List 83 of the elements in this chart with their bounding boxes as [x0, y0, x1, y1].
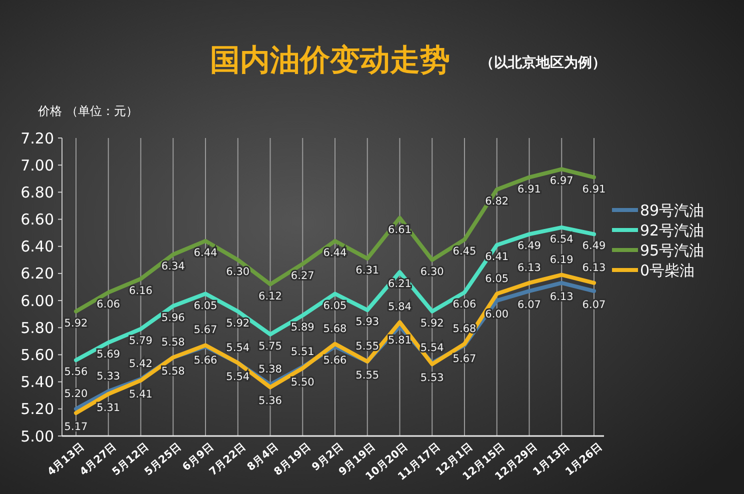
- data-label: 6.16: [129, 284, 153, 297]
- data-label: 5.89: [290, 321, 314, 334]
- y-tick-label: 6.40: [20, 238, 54, 256]
- data-label: 6.97: [550, 175, 574, 188]
- data-label: 6.45: [452, 246, 476, 258]
- data-label: 5.20: [64, 388, 88, 400]
- data-label: 5.58: [161, 365, 185, 378]
- data-label: 5.41: [129, 388, 152, 400]
- data-label: 5.96: [161, 312, 186, 324]
- data-label: 5.66: [194, 354, 218, 367]
- data-label: 5.79: [129, 334, 152, 347]
- data-label: 6.07: [518, 299, 541, 312]
- data-label: 5.67: [452, 353, 476, 366]
- data-label: 6.44: [194, 246, 218, 259]
- data-label: 6.49: [518, 240, 541, 252]
- data-label: 5.36: [258, 395, 282, 408]
- chart-title: 国内油价变动走势: [210, 43, 450, 78]
- data-label: 6.06: [452, 298, 477, 310]
- data-label: 5.33: [96, 370, 120, 382]
- y-tick-label: 7.00: [20, 156, 54, 174]
- data-label: 5.92: [64, 317, 88, 330]
- data-label: 6.13: [518, 262, 541, 274]
- data-label: 5.55: [356, 340, 380, 352]
- data-label: 6.44: [323, 246, 348, 259]
- data-label: 5.53: [420, 372, 444, 384]
- data-label: 5.54: [226, 370, 250, 383]
- data-label: 5.56: [64, 366, 88, 378]
- y-tick-label: 6.60: [20, 210, 54, 229]
- data-label: 5.58: [161, 336, 185, 348]
- y-tick-label: 5.40: [20, 373, 54, 392]
- data-label: 6.34: [161, 260, 186, 272]
- legend-label: 95号汽油: [640, 241, 704, 260]
- data-label: 6.91: [582, 183, 606, 196]
- data-label: 6.31: [356, 264, 380, 277]
- data-label: 5.75: [258, 340, 282, 352]
- y-tick-label: 5.20: [20, 400, 54, 418]
- data-label: 6.06: [96, 298, 120, 310]
- legend-label: 0号柴油: [640, 261, 695, 280]
- data-label: 5.92: [420, 317, 444, 330]
- data-label: 6.13: [582, 262, 606, 274]
- legend-label: 89号汽油: [640, 201, 704, 220]
- data-label: 5.92: [226, 317, 250, 330]
- data-label: 6.30: [420, 266, 444, 278]
- y-tick-label: 7.20: [20, 129, 54, 148]
- y-axis-title: 价格 （单位：元）: [37, 104, 138, 118]
- data-label: 5.81: [388, 334, 412, 346]
- y-tick-label: 5.60: [20, 346, 54, 364]
- y-tick-label: 5.00: [20, 427, 54, 446]
- data-label: 6.05: [323, 300, 347, 312]
- data-label: 5.31: [96, 402, 120, 414]
- data-label: 5.54: [226, 342, 250, 354]
- data-label: 6.13: [550, 290, 574, 303]
- y-tick-label: 6.00: [20, 292, 54, 310]
- data-label: 5.51: [290, 346, 314, 358]
- data-label: 6.54: [550, 233, 574, 246]
- y-tick-label: 5.80: [20, 318, 54, 337]
- y-tick-label: 6.20: [20, 264, 54, 283]
- data-label: 6.12: [258, 290, 282, 302]
- chart-subtitle: （以北京地区为例）: [480, 54, 606, 71]
- data-label: 5.84: [388, 301, 412, 314]
- data-label: 6.05: [194, 300, 218, 312]
- data-label: 5.69: [96, 348, 120, 361]
- data-label: 6.30: [226, 266, 250, 278]
- data-label: 5.38: [258, 364, 282, 376]
- data-label: 5.17: [64, 420, 88, 433]
- y-tick-label: 6.80: [20, 183, 54, 202]
- data-label: 6.91: [518, 183, 541, 196]
- data-label: 5.66: [323, 354, 348, 367]
- data-label: 6.07: [582, 299, 606, 312]
- data-label: 6.61: [388, 224, 412, 236]
- data-label: 5.50: [290, 376, 314, 388]
- data-label: 5.93: [356, 316, 380, 328]
- data-label: 6.27: [290, 270, 314, 282]
- data-label: 5.68: [323, 322, 347, 335]
- data-label: 6.05: [485, 272, 509, 285]
- data-label: 6.19: [550, 254, 574, 266]
- data-label: 6.49: [582, 240, 606, 252]
- data-label: 5.42: [129, 358, 152, 370]
- data-label: 5.67: [194, 324, 218, 336]
- legend-label: 92号汽油: [640, 221, 704, 240]
- data-label: 5.54: [420, 342, 444, 354]
- data-label: 6.82: [485, 195, 509, 208]
- data-label: 5.55: [356, 370, 380, 382]
